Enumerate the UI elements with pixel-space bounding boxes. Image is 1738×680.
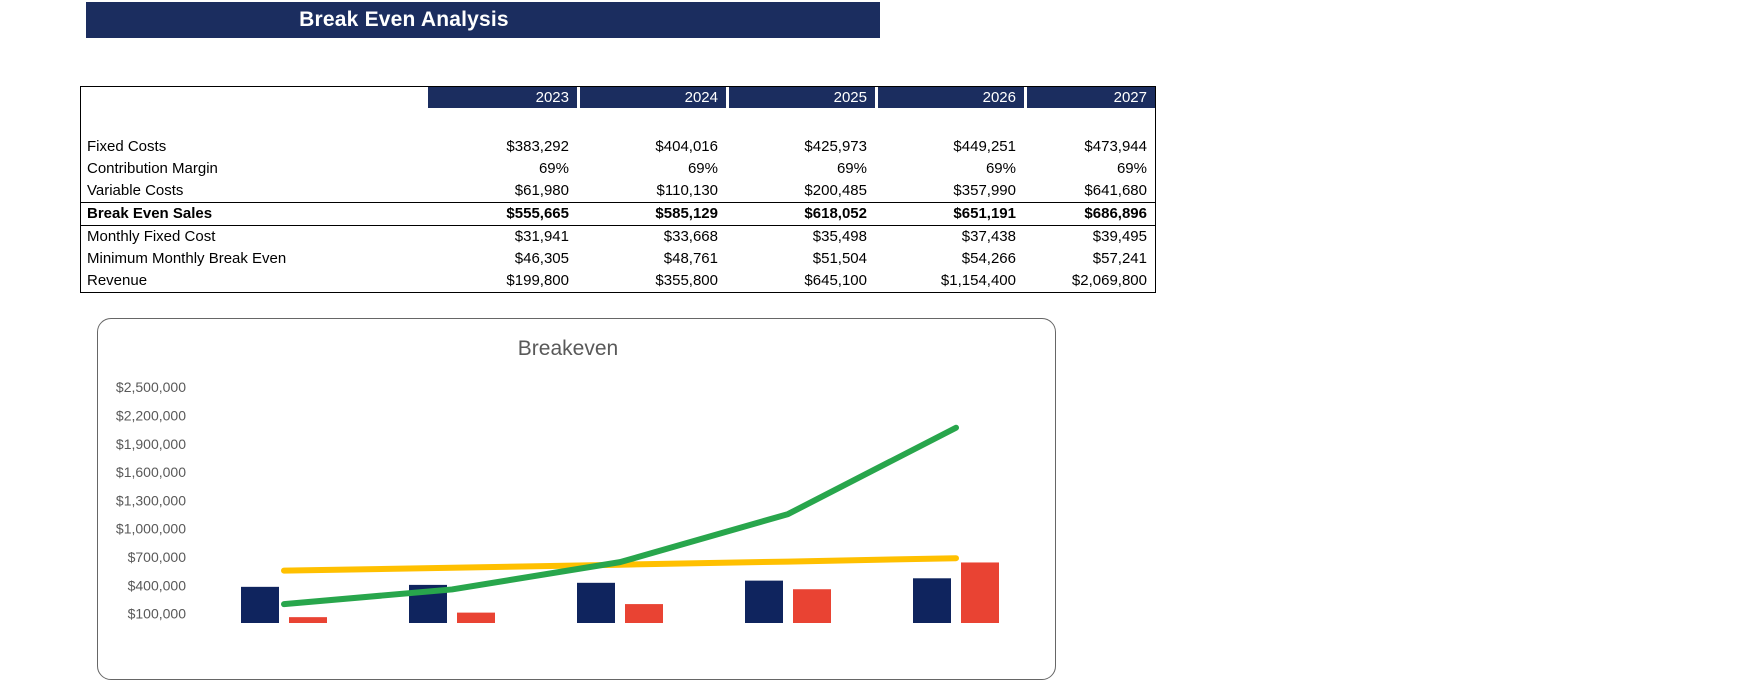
bar-fixed-costs-2023: [241, 586, 279, 623]
cell-value[interactable]: $200,485: [804, 182, 867, 199]
cell-value[interactable]: $31,941: [514, 228, 569, 245]
breakeven-chart-canvas: Breakeven $100,000 $400,000 $700,000 $1,000,…: [116, 337, 999, 623]
table-row-revenue: Revenue $199,800 $355,800 $645,100 $1,15…: [81, 270, 1155, 292]
cell-value[interactable]: $33,668: [663, 228, 718, 245]
table-row-minimum-monthly-break-even: Minimum Monthly Break Even $46,305 $48,7…: [81, 248, 1155, 270]
cell-value[interactable]: 69%: [687, 160, 718, 177]
cell-value[interactable]: 69%: [538, 160, 569, 177]
cell-value[interactable]: $35,498: [812, 228, 867, 245]
cell-value[interactable]: $39,495: [1092, 228, 1147, 245]
cell-value[interactable]: $46,305: [514, 250, 569, 267]
bar-variable-costs-2027: [961, 562, 999, 623]
table-header-row: 2023 2024 2025 2026 2027: [81, 87, 1155, 108]
row-label[interactable]: Monthly Fixed Cost: [87, 228, 216, 245]
row-label[interactable]: Variable Costs: [87, 182, 184, 199]
cell-value[interactable]: $54,266: [961, 250, 1016, 267]
cell-value[interactable]: $473,944: [1084, 138, 1147, 155]
cell-value[interactable]: $383,292: [506, 138, 569, 155]
row-label[interactable]: Break Even Sales: [87, 205, 213, 222]
bar-variable-costs-2026: [793, 589, 831, 623]
cell-value[interactable]: $48,761: [663, 250, 718, 267]
cell-value[interactable]: $686,896: [1084, 205, 1147, 222]
table-row-contribution-margin: Contribution Margin 69% 69% 69% 69% 69%: [81, 158, 1155, 180]
cell-value[interactable]: 69%: [985, 160, 1016, 177]
table-row-monthly-fixed-cost: Monthly Fixed Cost $31,941 $33,668 $35,4…: [81, 226, 1155, 248]
cell-value[interactable]: $2,069,800: [1071, 272, 1147, 289]
cell-value[interactable]: $404,016: [655, 138, 718, 155]
break-even-table: 2023 2024 2025 2026 2027 Fixed Costs $38…: [80, 86, 1156, 293]
line-revenue: [281, 424, 959, 608]
bar-variable-costs-2024: [457, 612, 495, 623]
table-row-variable-costs: Variable Costs $61,980 $110,130 $200,485…: [81, 180, 1155, 202]
cell-value[interactable]: $357,990: [953, 182, 1016, 199]
cell-value[interactable]: $51,504: [812, 250, 867, 267]
cell-value[interactable]: $651,191: [953, 205, 1016, 222]
page-title: Break Even Analysis: [299, 8, 509, 31]
row-label[interactable]: Fixed Costs: [87, 138, 167, 155]
cell-value[interactable]: $61,980: [514, 182, 569, 199]
breakeven-chart[interactable]: Breakeven $100,000 $400,000 $700,000 $1,000,…: [97, 318, 1056, 680]
header-spacer-cell[interactable]: [81, 87, 428, 108]
y-axis-tick-label: $100,000: [128, 606, 187, 622]
cell-value[interactable]: $425,973: [804, 138, 867, 155]
header-year-2027[interactable]: 2027: [1024, 87, 1155, 108]
cell-value[interactable]: $37,438: [961, 228, 1016, 245]
y-axis-tick-label: $700,000: [128, 549, 187, 565]
y-axis-tick-label: $1,000,000: [116, 521, 186, 537]
cell-value[interactable]: $57,241: [1092, 250, 1147, 267]
y-axis-tick-label: $400,000: [128, 577, 187, 593]
cell-value[interactable]: $199,800: [506, 272, 569, 289]
header-year-2024[interactable]: 2024: [577, 87, 726, 108]
bar-variable-costs-2023: [289, 617, 327, 623]
row-label[interactable]: Contribution Margin: [87, 160, 218, 177]
y-axis-tick-label: $2,500,000: [116, 379, 186, 395]
table-row-fixed-costs: Fixed Costs $383,292 $404,016 $425,973 $…: [81, 136, 1155, 158]
bar-fixed-costs-2025: [577, 582, 615, 623]
y-axis-tick-label: $2,200,000: [116, 407, 186, 423]
cell-value[interactable]: $555,665: [506, 205, 569, 222]
cell-value[interactable]: 69%: [1116, 160, 1147, 177]
title-banner-cell[interactable]: Break Even Analysis: [86, 2, 880, 38]
cell-value[interactable]: 69%: [836, 160, 867, 177]
row-label[interactable]: Minimum Monthly Break Even: [87, 250, 287, 267]
y-axis-tick-label: $1,300,000: [116, 492, 186, 508]
cell-value[interactable]: $355,800: [655, 272, 718, 289]
bar-fixed-costs-2026: [745, 580, 783, 623]
cell-value[interactable]: $618,052: [804, 205, 867, 222]
header-year-2023[interactable]: 2023: [428, 87, 577, 108]
cell-value[interactable]: $641,680: [1084, 182, 1147, 199]
cell-value[interactable]: $645,100: [804, 272, 867, 289]
bar-variable-costs-2025: [625, 604, 663, 623]
bar-fixed-costs-2027: [913, 578, 951, 623]
cell-value[interactable]: $110,130: [656, 182, 718, 199]
header-year-2026[interactable]: 2026: [875, 87, 1024, 108]
table-row-break-even-sales: Break Even Sales $555,665 $585,129 $618,…: [81, 202, 1155, 226]
row-label[interactable]: Revenue: [87, 272, 148, 289]
table-blank-row[interactable]: [81, 108, 1155, 136]
y-axis-tick-label: $1,900,000: [116, 436, 186, 452]
cell-value[interactable]: $585,129: [655, 205, 718, 222]
chart-title: Breakeven: [518, 337, 618, 360]
cell-value[interactable]: $1,154,400: [940, 272, 1016, 289]
header-year-2025[interactable]: 2025: [726, 87, 875, 108]
cell-value[interactable]: $449,251: [953, 138, 1016, 155]
y-axis-tick-label: $1,600,000: [116, 464, 186, 480]
